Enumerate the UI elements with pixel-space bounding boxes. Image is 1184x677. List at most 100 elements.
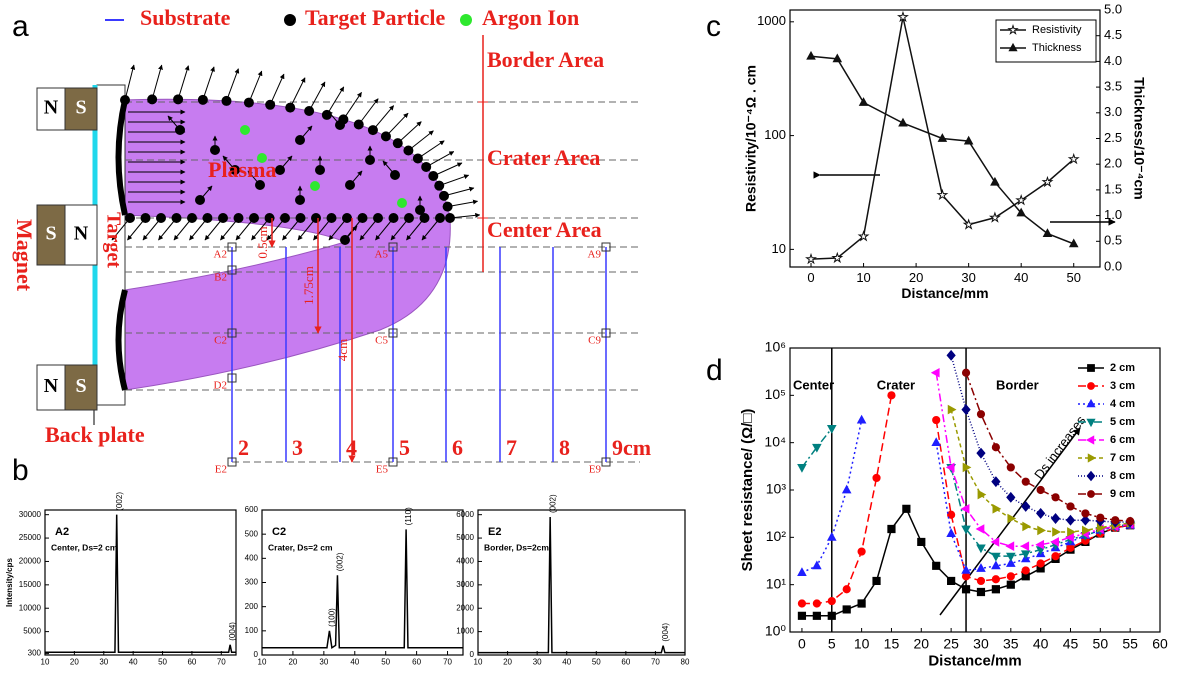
data-point <box>841 484 852 494</box>
y2-tick-label: 3.5 <box>1104 79 1122 94</box>
panel-label: d <box>706 354 723 387</box>
legend-marker <box>1085 435 1095 445</box>
data-point <box>961 572 971 581</box>
data-point <box>1068 238 1079 248</box>
particle-arrow <box>439 174 470 187</box>
data-point <box>1080 514 1091 526</box>
particle-arrow <box>417 140 445 159</box>
data-point <box>991 476 1001 488</box>
particle-arrow <box>308 81 326 112</box>
particle <box>243 97 254 108</box>
data-point <box>1022 521 1032 532</box>
x-axis-label: Distance/mm <box>901 285 988 301</box>
data-point <box>963 135 974 145</box>
particle <box>171 213 182 223</box>
data-point <box>1006 558 1016 567</box>
peak-label: (110) <box>404 507 413 525</box>
data-point <box>976 587 986 597</box>
particle <box>439 190 450 201</box>
particle <box>445 213 455 223</box>
particle-arrow <box>269 73 285 106</box>
data-point <box>1051 493 1060 502</box>
point-marker <box>227 328 237 338</box>
magnet-pole <box>64 87 98 131</box>
particle <box>390 170 400 180</box>
data-point <box>1021 566 1030 575</box>
y2-tick-label: 4.0 <box>1104 53 1122 68</box>
particle <box>218 213 228 223</box>
data-point <box>1041 175 1054 188</box>
position-label: 2 <box>238 435 249 460</box>
data-point <box>1015 194 1028 206</box>
y-tick-label: 300 <box>28 649 42 658</box>
point-marker <box>227 373 237 383</box>
series-line <box>810 55 1075 245</box>
sample-note: Border, Ds=2cm <box>484 542 549 552</box>
particle <box>202 213 213 223</box>
y-tick-label: 100 <box>764 127 786 142</box>
particle-arrow <box>226 68 240 102</box>
data-point <box>896 10 909 23</box>
data-point <box>1081 509 1090 518</box>
series-line <box>965 372 1131 522</box>
particle <box>221 95 232 106</box>
x-tick-label: 50 <box>592 657 601 666</box>
particle-arrow <box>447 199 479 208</box>
particle <box>147 94 158 105</box>
data-point <box>857 547 866 556</box>
point-marker <box>227 242 237 252</box>
legend-ion <box>460 14 472 26</box>
particle <box>365 155 375 165</box>
y-tick-label: 10⁰ <box>765 623 787 639</box>
data-point <box>961 368 971 377</box>
y2-tick-label: 0.0 <box>1104 258 1122 273</box>
data-point <box>947 510 956 519</box>
data-point <box>902 504 911 513</box>
position-label: 8 <box>559 435 570 460</box>
panel-label: a <box>12 10 29 43</box>
y-tick-label: 10¹ <box>766 575 787 591</box>
particle <box>197 94 208 105</box>
magnet-pole <box>36 364 66 411</box>
point-marker <box>601 328 611 338</box>
particle <box>255 180 265 190</box>
data-point <box>797 464 807 473</box>
y-tick-label: 5000 <box>456 533 474 542</box>
legend-label: Thickness <box>1032 42 1082 54</box>
legend-label: 5 cm <box>1110 416 1135 428</box>
particle-arrow <box>151 64 163 100</box>
data-point <box>976 576 986 586</box>
x-tick-label: 30 <box>961 270 975 285</box>
point-marker <box>388 328 398 338</box>
point-label: C2 <box>214 335 227 347</box>
distance-label: 1.75cm <box>301 266 316 305</box>
particle-arrow <box>248 70 263 103</box>
point-marker <box>388 457 398 467</box>
particle <box>249 213 259 223</box>
data-point <box>872 473 881 483</box>
data-point <box>976 563 986 572</box>
x-tick-label: 30 <box>99 657 108 666</box>
data-point <box>1021 477 1030 486</box>
y-tick-label: 10³ <box>766 481 787 497</box>
distance-label: 0.5cm <box>255 226 270 258</box>
series-line <box>262 529 463 650</box>
x-tick-label: 25 <box>943 635 959 651</box>
peak-label: (004) <box>661 623 670 642</box>
argon-ion <box>257 153 267 163</box>
y-tick-label: 30000 <box>19 510 42 519</box>
x-tick-label: 40 <box>129 657 138 666</box>
x-tick-label: 15 <box>884 635 900 651</box>
particle <box>275 165 285 175</box>
back-plate-label: Back plate <box>45 422 145 447</box>
y-axis-label: Resistivity/10⁻⁴Ω . cm <box>743 65 759 212</box>
data-point <box>826 531 837 541</box>
x-tick-label: 5 <box>828 635 836 651</box>
data-point <box>961 525 971 535</box>
particle <box>156 213 166 223</box>
data-point <box>946 528 956 537</box>
peak-label: (100) <box>328 608 337 627</box>
data-point <box>827 611 836 620</box>
panel-label: c <box>706 10 721 43</box>
sample-label: A2 <box>55 526 69 538</box>
